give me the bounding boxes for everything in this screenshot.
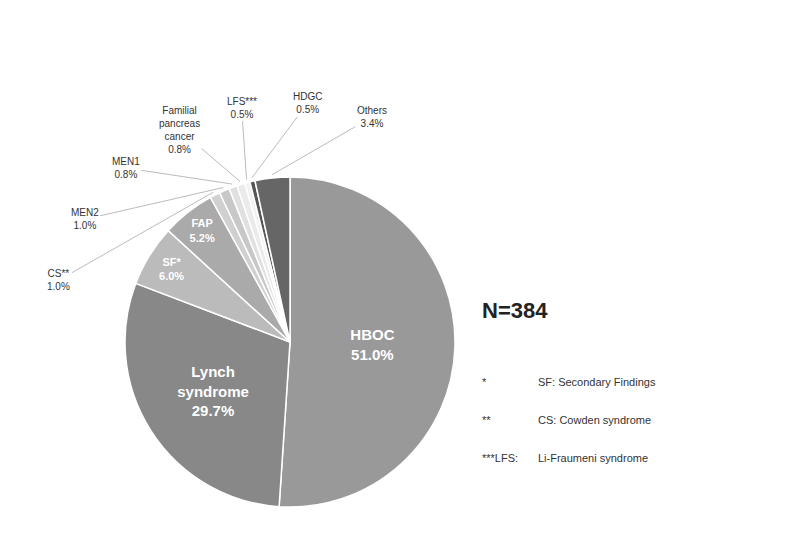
svg-text:N=384: N=384: [482, 298, 548, 323]
svg-text:Li-Fraumeni syndrome: Li-Fraumeni syndrome: [538, 452, 648, 464]
svg-text:***LFS:: ***LFS:: [482, 452, 518, 464]
svg-text:MEN21.0%: MEN21.0%: [71, 207, 99, 231]
svg-text:SF*6.0%: SF*6.0%: [159, 256, 184, 282]
svg-text:LFS***0.5%: LFS***0.5%: [227, 96, 257, 120]
svg-text:CS**1.0%: CS**1.0%: [47, 268, 70, 292]
svg-text:HDGC0.5%: HDGC0.5%: [293, 91, 322, 115]
svg-text:Familialpancreascancer0.8%: Familialpancreascancer0.8%: [159, 105, 200, 155]
svg-text:**: **: [482, 414, 491, 426]
svg-text:MEN10.8%: MEN10.8%: [112, 156, 140, 180]
svg-text:SF: Secondary Findings: SF: Secondary Findings: [538, 376, 656, 388]
svg-text:HBOC51.0%: HBOC51.0%: [350, 326, 394, 363]
svg-text:Others3.4%: Others3.4%: [357, 105, 387, 129]
svg-text:*: *: [482, 376, 487, 388]
svg-text:Lynchsyndrome29.7%: Lynchsyndrome29.7%: [177, 363, 249, 419]
svg-text:CS: Cowden syndrome: CS: Cowden syndrome: [538, 414, 651, 426]
svg-text:FAP5.2%: FAP5.2%: [190, 217, 215, 243]
